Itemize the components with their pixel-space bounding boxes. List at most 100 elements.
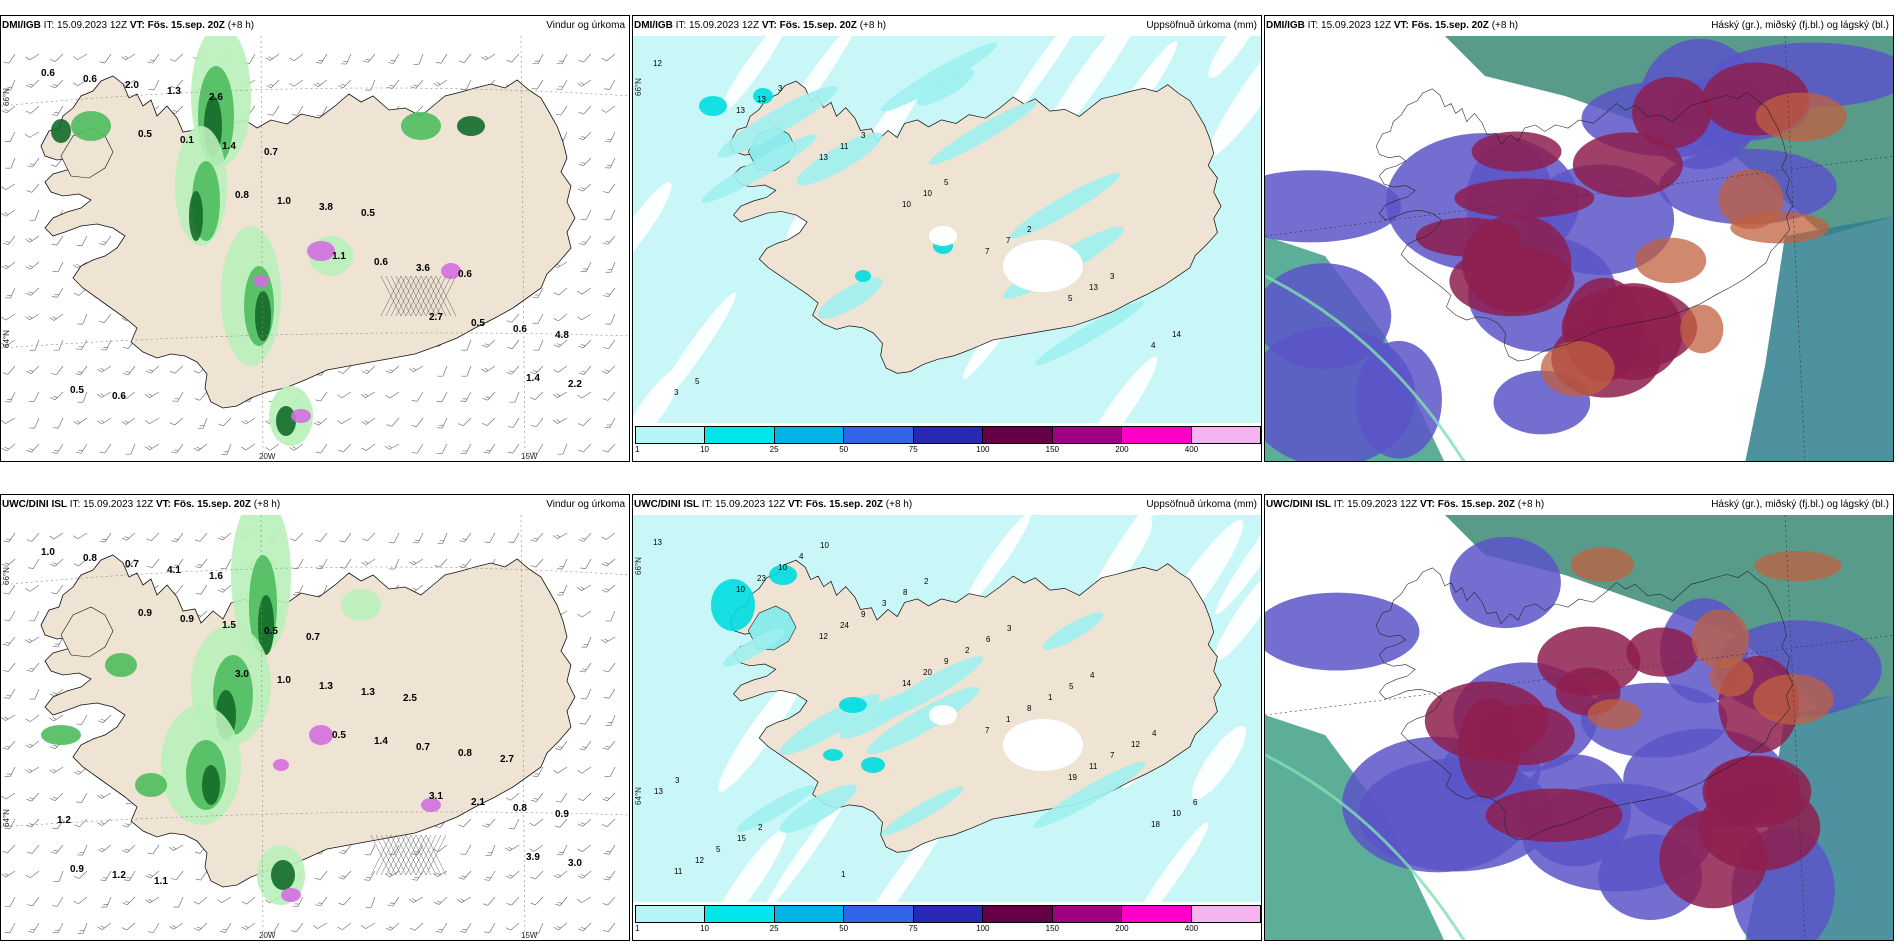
colorbar-tick: 1	[635, 924, 640, 933]
panel-uwc-cloud: UWC/DINI ISL IT: 15.09.2023 12Z VT: Fös.…	[1264, 494, 1894, 941]
accum-value-label: 13	[653, 538, 662, 547]
lead-time: (+8 h)	[1517, 499, 1545, 510]
accum-value-label: 8	[1027, 704, 1032, 713]
precip-value-label: 2.5	[403, 693, 417, 704]
accum-value-label: 4	[799, 552, 804, 561]
init-time: IT: 15.09.2023 12Z	[1333, 499, 1418, 510]
precip-value-label: 0.7	[125, 559, 139, 570]
latitude-label: 64°N	[2, 330, 11, 348]
map-canvas[interactable]	[1265, 515, 1894, 941]
precip-value-label: 1.6	[209, 571, 223, 582]
accum-value-label: 1	[1006, 715, 1011, 724]
wind-precip-map[interactable]: 0.6 0.5 0.8 1.1 2.7 1.4 0.6 0.1 1.0 0.6 0.5 2.2 2.0 1…	[1, 36, 630, 462]
accumulated-precip-map[interactable]: 12 13 13 10 7 5 4 3 13 11 10 7 13 14 5 3 3 5 2 3 66°N	[633, 36, 1262, 423]
accum-value-label: 10	[778, 563, 787, 572]
precip-value-label: 4.1	[167, 565, 181, 576]
init-time: IT: 15.09.2023 12Z	[43, 20, 128, 31]
accum-value-label: 9	[861, 610, 866, 619]
valid-time: Fös. 15.sep. 20Z	[1411, 20, 1489, 31]
model-name: UWC/DINI ISL	[634, 499, 699, 510]
precip-value-label: 0.6	[513, 324, 527, 335]
precip-value-label: 0.6	[374, 257, 388, 268]
colorbar-tick: 75	[908, 445, 918, 454]
precip-value-label: 0.1	[180, 135, 194, 146]
colorbar-tick: 1	[635, 445, 640, 454]
precip-value-label: 0.8	[83, 553, 97, 564]
longitude-label: 15W	[521, 931, 538, 940]
cloud-cover-map[interactable]	[1265, 36, 1894, 462]
map-canvas[interactable]: 1310121471918112324201111012109987654321…	[633, 515, 1262, 902]
precip-value-label: 3.0	[568, 858, 582, 869]
colorbar: 1 10 25 50 75 100 150 200 400	[635, 426, 1261, 460]
precip-value-label: 4.8	[555, 330, 569, 341]
longitude-label: 15W	[521, 452, 538, 461]
panel-header: DMI/IGB IT: 15.09.2023 12Z VT: Fös. 15.s…	[633, 16, 1261, 36]
precip-value-label: 2.7	[500, 754, 514, 765]
latitude-label: 66°N	[634, 557, 643, 575]
colorbar-swatch	[983, 427, 1053, 443]
accum-value-label: 14	[1172, 330, 1181, 339]
lead-time: (+8 h)	[1491, 20, 1519, 31]
precip-value-label: 0.5	[138, 129, 152, 140]
latitude-label: 66°N	[2, 567, 11, 585]
colorbar-swatch	[705, 906, 775, 922]
init-time: IT: 15.09.2023 12Z	[1307, 20, 1392, 31]
map-canvas[interactable]	[1265, 36, 1894, 462]
accum-value-label: 4	[1152, 729, 1157, 738]
precip-value-label: 1.4	[526, 373, 540, 384]
precip-value-label: 0.5	[361, 208, 375, 219]
precip-value-label: 1.2	[57, 815, 71, 826]
precip-value-label: 1.1	[154, 876, 168, 887]
lead-time: (+8 h)	[253, 499, 281, 510]
panel-title: Háský (gr.), miðský (fj.bl.) og lágský (…	[1711, 20, 1889, 31]
wind-precip-map[interactable]: 1.0 0.9 3.0 0.5 3.1 3.9 0.8 0.9 1.0 1.4 2.1 3.0 0.7 1…	[1, 515, 630, 941]
latitude-label: 66°N	[634, 78, 643, 96]
accum-value-label: 24	[840, 621, 849, 630]
precip-value-label: 3.8	[319, 202, 333, 213]
colorbar-tick: 50	[839, 924, 849, 933]
precip-value-label: 0.5	[264, 626, 278, 637]
cloud-cover-map[interactable]	[1265, 515, 1894, 941]
colorbar-tick: 100	[976, 924, 990, 933]
accum-value-label: 2	[1027, 225, 1032, 234]
colorbar-swatch	[844, 906, 914, 922]
accum-value-label: 15	[737, 834, 746, 843]
precip-value-label: 0.9	[555, 809, 569, 820]
map-canvas[interactable]: 12 13 13 10 7 5 4 3 13 11 10 7 13 14 5 3 3 5 2 3 66°N	[633, 36, 1262, 423]
colorbar-swatch	[913, 427, 984, 443]
accum-value-label: 4	[1090, 671, 1095, 680]
precip-value-label: 0.8	[458, 748, 472, 759]
accum-value-label: 3	[1110, 272, 1115, 281]
accum-value-label: 6	[1193, 798, 1198, 807]
accum-value-label: 14	[902, 679, 911, 688]
valid-label: VT:	[787, 499, 803, 510]
colorbar-swatch	[1191, 427, 1260, 443]
accum-value-label: 2	[965, 646, 970, 655]
precip-value-label: 0.5	[332, 730, 346, 741]
map-canvas[interactable]: 0.6 0.5 0.8 1.1 2.7 1.4 0.6 0.1 1.0 0.6 0.5 2.2 2.0 1…	[1, 36, 630, 462]
map-canvas[interactable]: 1.0 0.9 3.0 0.5 3.1 3.9 0.8 0.9 1.0 1.4 2.1 3.0 0.7 1…	[1, 515, 630, 941]
accum-value-label: 10	[1172, 809, 1181, 818]
colorbar-tick: 10	[700, 445, 709, 454]
model-name: DMI/IGB	[2, 20, 41, 31]
panel-title: Vindur og úrkoma	[546, 499, 625, 510]
accum-value-label: 20	[923, 668, 932, 677]
precip-value-label: 0.5	[471, 318, 485, 329]
precip-value-label: 2.6	[209, 92, 223, 103]
accum-value-label: 7	[985, 726, 990, 735]
colorbar-tick: 200	[1115, 924, 1129, 933]
accum-value-label: 5	[1068, 294, 1073, 303]
accum-value-label: 19	[1068, 773, 1077, 782]
colorbar-swatch	[913, 906, 984, 922]
precip-value-label: 1.1	[332, 251, 346, 262]
accum-value-label: 5	[716, 845, 721, 854]
lead-time: (+8 h)	[227, 20, 255, 31]
colorbar-swatch	[636, 906, 706, 922]
precip-value-label: 0.5	[70, 385, 84, 396]
colorbar-swatch	[1122, 427, 1192, 443]
accum-value-label: 13	[757, 95, 766, 104]
accum-value-label: 2	[758, 823, 763, 832]
accumulated-precip-map[interactable]: 13 10 12 14 7 19 18 11 23 24 20 1 11 10 12 10 9 9 8 7 6 5 4 3 2 1…	[633, 515, 1262, 902]
accum-value-label: 12	[653, 59, 662, 68]
precip-value-label: 2.1	[471, 797, 485, 808]
